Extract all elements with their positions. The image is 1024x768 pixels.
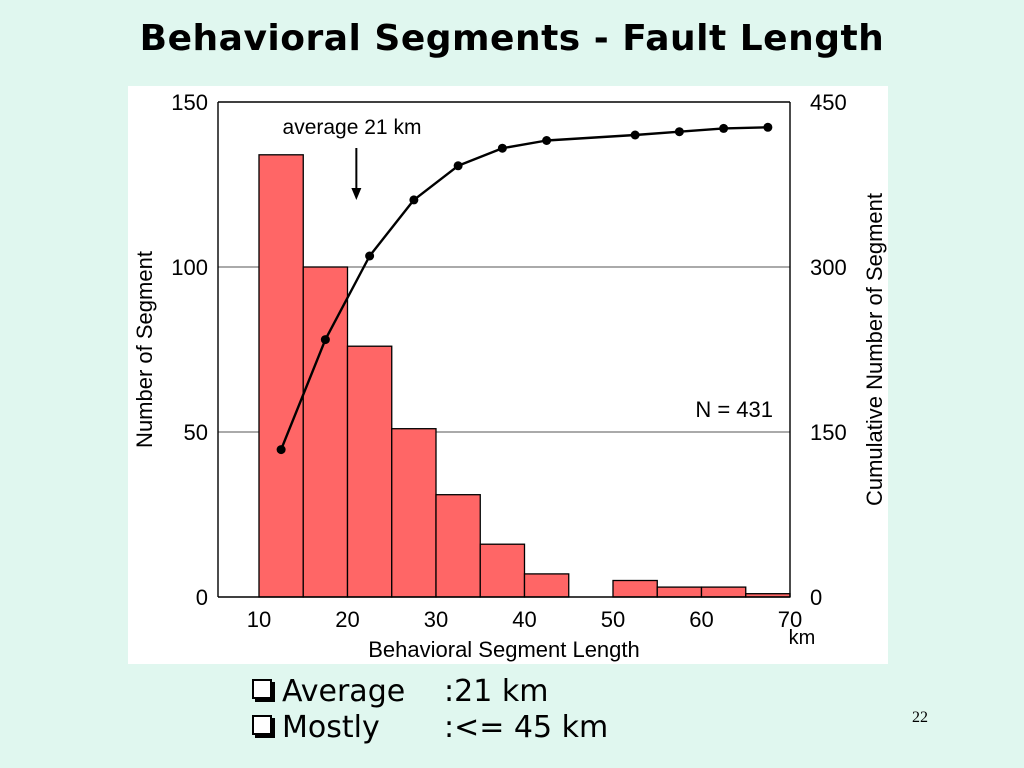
average-annotation: average 21 km <box>283 116 422 139</box>
x-tick-label-2: 30 <box>424 607 448 632</box>
cumulative-line-group <box>276 122 773 455</box>
bullet-average: Average :21 km <box>252 674 548 709</box>
bar-6 <box>523 573 570 598</box>
y2-tick-label-1: 150 <box>810 420 847 445</box>
bar-7 <box>612 579 658 598</box>
bar-8 <box>656 586 703 598</box>
x-axis-label: Behavioral Segment Length <box>368 637 640 662</box>
cumulative-point-1 <box>320 335 330 345</box>
y-tick-label-2: 100 <box>171 255 208 280</box>
plot-frame <box>217 101 791 598</box>
cumulative-point-4 <box>453 161 463 171</box>
page-number: 22 <box>912 709 928 726</box>
bar-9 <box>700 586 747 598</box>
x-tick-label-6: 70 <box>778 607 802 632</box>
cumulative-point-10 <box>763 122 773 132</box>
bar-0 <box>258 154 304 598</box>
cumulative-point-6 <box>542 136 552 145</box>
bullet-mostly-value: :<= 45 km <box>444 710 609 745</box>
checkbox-bullet-icon <box>252 679 272 699</box>
bar-3 <box>391 428 437 598</box>
bar-5 <box>479 543 526 598</box>
chart-panel: 10 20 30 40 50 60 70 0 50 100 150 0 150 300 450 Behavio… <box>128 86 888 664</box>
slide-title: Behavioral Segments - Fault Length <box>139 18 885 59</box>
cumulative-point-3 <box>409 195 419 205</box>
cumulative-point-2 <box>365 251 375 261</box>
bar-1 <box>302 266 349 598</box>
histogram-chart: 10 20 30 40 50 60 70 0 50 100 150 0 150 300 450 Behavio… <box>132 90 887 662</box>
cumulative-point-5 <box>497 143 507 153</box>
bullet-mostly: Mostly :<= 45 km <box>252 710 608 745</box>
bars <box>258 154 791 598</box>
cumulative-point-7 <box>630 130 640 140</box>
x-tick-label-3: 40 <box>512 607 536 632</box>
chart-text: 10 20 30 40 50 60 70 0 50 100 150 0 150 300 450 Behavio… <box>132 90 887 662</box>
x-axis-unit: km <box>789 627 816 649</box>
bullet-average-value: :21 km <box>444 674 549 709</box>
count-annotation: N = 431 <box>695 397 773 422</box>
x-tick-label-1: 20 <box>335 607 359 632</box>
x-tick-label-0: 10 <box>247 607 271 632</box>
y2-tick-label-3: 450 <box>810 90 847 115</box>
bar-4 <box>435 494 481 598</box>
bar-2 <box>346 345 393 598</box>
bullet-average-label: Average <box>282 674 406 709</box>
average-arrow-head <box>351 188 362 200</box>
y-tick-label-1: 50 <box>184 420 208 445</box>
y2-axis-label: Cumulative Number of Segment <box>862 193 887 506</box>
y-tick-label-0: 0 <box>196 585 208 610</box>
y2-tick-label-0: 0 <box>810 585 822 610</box>
checkbox-bullet-icon <box>252 715 272 735</box>
cumulative-point-0 <box>276 445 286 455</box>
y2-tick-label-2: 300 <box>810 255 847 280</box>
x-tick-label-4: 50 <box>601 607 625 632</box>
x-tick-label-5: 60 <box>689 607 713 632</box>
cumulative-point-8 <box>674 127 684 137</box>
y-tick-label-3: 150 <box>171 90 208 115</box>
y-axis-label: Number of Segment <box>132 251 157 448</box>
bullet-mostly-label: Mostly <box>282 710 380 745</box>
cumulative-point-9 <box>719 123 729 133</box>
